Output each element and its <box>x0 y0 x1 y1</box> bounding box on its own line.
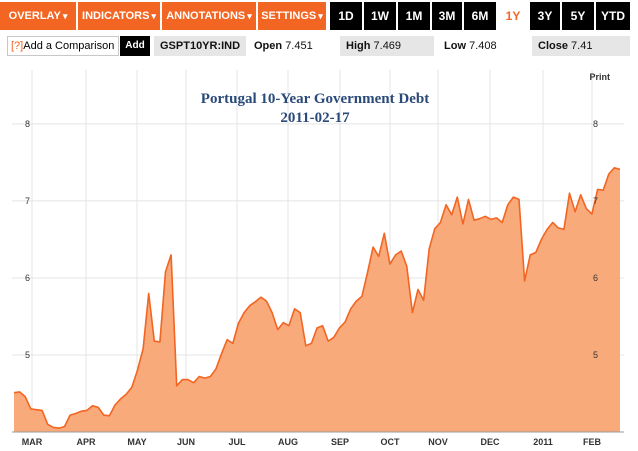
settings-menu-label: SETTINGS <box>261 10 317 22</box>
close-label: Close <box>538 40 568 52</box>
chart-subtitle: 2011-02-17 <box>280 110 350 126</box>
quote-bar: [?]Add a Comparison Add GSPT10YR:IND Ope… <box>0 34 638 58</box>
help-icon[interactable]: [?] <box>11 40 24 52</box>
close-stat: Close 7.41 <box>532 36 630 56</box>
range-button-1y[interactable]: 1Y <box>498 2 528 30</box>
x-tick-label: 2011 <box>533 437 553 447</box>
y-axis-ticks: 5 5 6 6 7 7 8 8 <box>25 119 598 360</box>
high-label: High <box>346 40 371 52</box>
price-area <box>14 167 620 433</box>
indicators-menu-label: INDICATORS <box>82 10 150 22</box>
open-label: Open <box>254 40 283 52</box>
chart-canvas: 5 5 6 6 7 7 8 8 MAR APR MAY JUN JUL AUG SEP OCT NOV DEC 2… <box>12 70 624 447</box>
chevron-down-icon: ▾ <box>62 11 68 21</box>
chart-toolbar: OVERLAY ▾ INDICATORS ▾ ANNOTATIONS ▾ SETTIN… <box>0 0 638 32</box>
chevron-down-icon: ▾ <box>247 11 252 21</box>
x-tick-label: FEB <box>583 437 602 447</box>
open-value: 7.451 <box>285 40 313 52</box>
y-tick-label-left: 5 <box>25 350 30 360</box>
open-stat: Open 7.451 <box>248 36 334 56</box>
price-line <box>13 167 621 429</box>
range-button-3y[interactable]: 3Y <box>530 2 560 30</box>
overlay-menu-label: OVERLAY <box>8 10 61 22</box>
low-stat: Low 7.408 <box>438 36 528 56</box>
x-tick-label: NOV <box>428 437 448 447</box>
y-tick-label-right: 7 <box>593 196 598 206</box>
range-button-1d[interactable]: 1D <box>330 2 362 30</box>
high-value: 7.469 <box>373 40 402 52</box>
annotations-menu-label: ANNOTATIONS <box>166 10 246 22</box>
x-tick-label: APR <box>76 437 96 447</box>
range-button-6m[interactable]: 6M <box>464 2 496 30</box>
annotations-menu-button[interactable]: ANNOTATIONS ▾ <box>162 2 256 30</box>
y-tick-label-right: 6 <box>593 273 598 283</box>
y-tick-label-right: 8 <box>593 119 598 129</box>
y-tick-label-right: 5 <box>593 350 598 360</box>
low-value: 7.408 <box>469 40 497 52</box>
range-button-1w[interactable]: 1W <box>364 2 396 30</box>
close-value: 7.41 <box>571 40 593 52</box>
indicators-menu-button[interactable]: INDICATORS ▾ <box>78 2 160 30</box>
low-label: Low <box>444 40 466 52</box>
x-tick-label: AUG <box>278 437 298 447</box>
price-chart: 5 5 6 6 7 7 8 8 MAR APR MAY JUN JUL AUG SEP OCT NOV DEC 2… <box>0 60 638 451</box>
range-button-3m[interactable]: 3M <box>432 2 462 30</box>
x-axis-ticks: MAR APR MAY JUN JUL AUG SEP OCT NOV DEC 2011 FEB <box>22 437 602 447</box>
x-tick-label: OCT <box>381 437 401 447</box>
add-comparison-field[interactable]: [?]Add a Comparison <box>7 36 119 56</box>
y-tick-label-left: 7 <box>25 196 30 206</box>
overlay-menu-button[interactable]: OVERLAY ▾ <box>0 2 76 30</box>
chevron-down-icon: ▾ <box>318 11 323 21</box>
y-tick-label-left: 6 <box>25 273 30 283</box>
x-tick-label: DEC <box>480 437 500 447</box>
range-button-5y[interactable]: 5Y <box>562 2 594 30</box>
print-link[interactable]: Print <box>589 72 610 82</box>
high-stat: High 7.469 <box>340 36 434 56</box>
x-tick-label: MAR <box>22 437 43 447</box>
range-button-1m[interactable]: 1M <box>398 2 430 30</box>
x-tick-label: JUL <box>228 437 246 447</box>
x-tick-label: JUN <box>177 437 195 447</box>
x-tick-label: MAY <box>127 437 146 447</box>
ticker-symbol: GSPT10YR:IND <box>154 36 246 56</box>
add-comparison-label: Add a Comparison <box>23 40 115 52</box>
x-tick-label: SEP <box>331 437 349 447</box>
chart-title: Portugal 10-Year Government Debt <box>201 91 429 107</box>
add-comparison-button[interactable]: Add <box>120 36 150 56</box>
y-tick-label-left: 8 <box>25 119 30 129</box>
settings-menu-button[interactable]: SETTINGS ▾ <box>258 2 326 30</box>
range-button-ytd[interactable]: YTD <box>596 2 630 30</box>
chevron-down-icon: ▾ <box>151 11 156 21</box>
